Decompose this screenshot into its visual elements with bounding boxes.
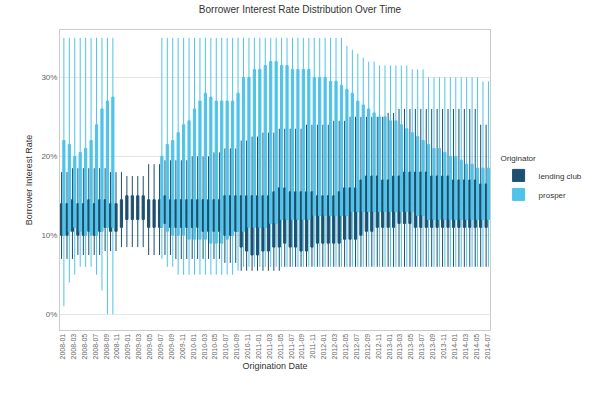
- svg-text:2013-01: 2013-01: [386, 334, 393, 360]
- svg-text:2008-07: 2008-07: [92, 334, 99, 360]
- svg-text:2014-05: 2014-05: [473, 334, 480, 360]
- svg-text:2014-01: 2014-01: [451, 334, 458, 360]
- svg-text:2011-01: 2011-01: [255, 334, 262, 359]
- svg-text:20%: 20%: [41, 152, 57, 161]
- svg-text:0%: 0%: [46, 310, 58, 319]
- svg-text:2010-03: 2010-03: [201, 334, 208, 360]
- svg-text:2009-09: 2009-09: [168, 334, 175, 360]
- svg-text:2010-01: 2010-01: [190, 334, 197, 360]
- svg-text:2009-07: 2009-07: [157, 334, 164, 360]
- svg-text:2008-01: 2008-01: [59, 334, 66, 360]
- svg-text:2011-09: 2011-09: [298, 334, 305, 359]
- svg-text:2008-09: 2008-09: [103, 334, 110, 360]
- svg-text:Originator: Originator: [501, 154, 536, 163]
- svg-text:prosper: prosper: [539, 191, 566, 200]
- svg-text:2014-03: 2014-03: [462, 334, 469, 360]
- svg-text:2012-05: 2012-05: [342, 334, 349, 360]
- svg-text:Origination Date: Origination Date: [242, 361, 307, 371]
- svg-text:2013-03: 2013-03: [396, 334, 403, 360]
- svg-text:2010-07: 2010-07: [222, 334, 229, 360]
- svg-text:2008-03: 2008-03: [70, 334, 77, 360]
- svg-text:2010-09: 2010-09: [233, 334, 240, 360]
- svg-text:2011-03: 2011-03: [266, 334, 273, 359]
- svg-text:2011-11: 2011-11: [309, 334, 316, 359]
- svg-text:2013-05: 2013-05: [407, 334, 414, 360]
- svg-text:2011-07: 2011-07: [288, 334, 295, 359]
- svg-text:2014-07: 2014-07: [484, 334, 491, 360]
- svg-text:2012-03: 2012-03: [331, 334, 338, 360]
- svg-text:2009-05: 2009-05: [146, 334, 153, 360]
- svg-text:lending club: lending club: [539, 172, 582, 181]
- svg-text:Borrower Interest Rate: Borrower Interest Rate: [24, 135, 34, 226]
- svg-text:2012-09: 2012-09: [364, 334, 371, 360]
- svg-text:Borrower Interest Rate Distrib: Borrower Interest Rate Distribution Over…: [199, 4, 402, 15]
- svg-text:2010-05: 2010-05: [211, 334, 218, 360]
- svg-text:2010-11: 2010-11: [244, 334, 251, 359]
- svg-text:2009-01: 2009-01: [124, 334, 131, 360]
- svg-text:2013-07: 2013-07: [418, 334, 425, 360]
- svg-text:2013-09: 2013-09: [429, 334, 436, 360]
- svg-text:2012-01: 2012-01: [320, 334, 327, 360]
- svg-text:2009-03: 2009-03: [135, 334, 142, 360]
- svg-text:2011-05: 2011-05: [277, 334, 284, 359]
- svg-text:2008-11: 2008-11: [113, 334, 120, 359]
- svg-text:2009-11: 2009-11: [179, 334, 186, 359]
- svg-text:2008-05: 2008-05: [81, 334, 88, 360]
- svg-text:2013-11: 2013-11: [440, 334, 447, 359]
- svg-text:2012-11: 2012-11: [375, 334, 382, 359]
- svg-text:10%: 10%: [41, 231, 57, 240]
- svg-text:2012-07: 2012-07: [353, 334, 360, 360]
- svg-text:30%: 30%: [41, 73, 57, 82]
